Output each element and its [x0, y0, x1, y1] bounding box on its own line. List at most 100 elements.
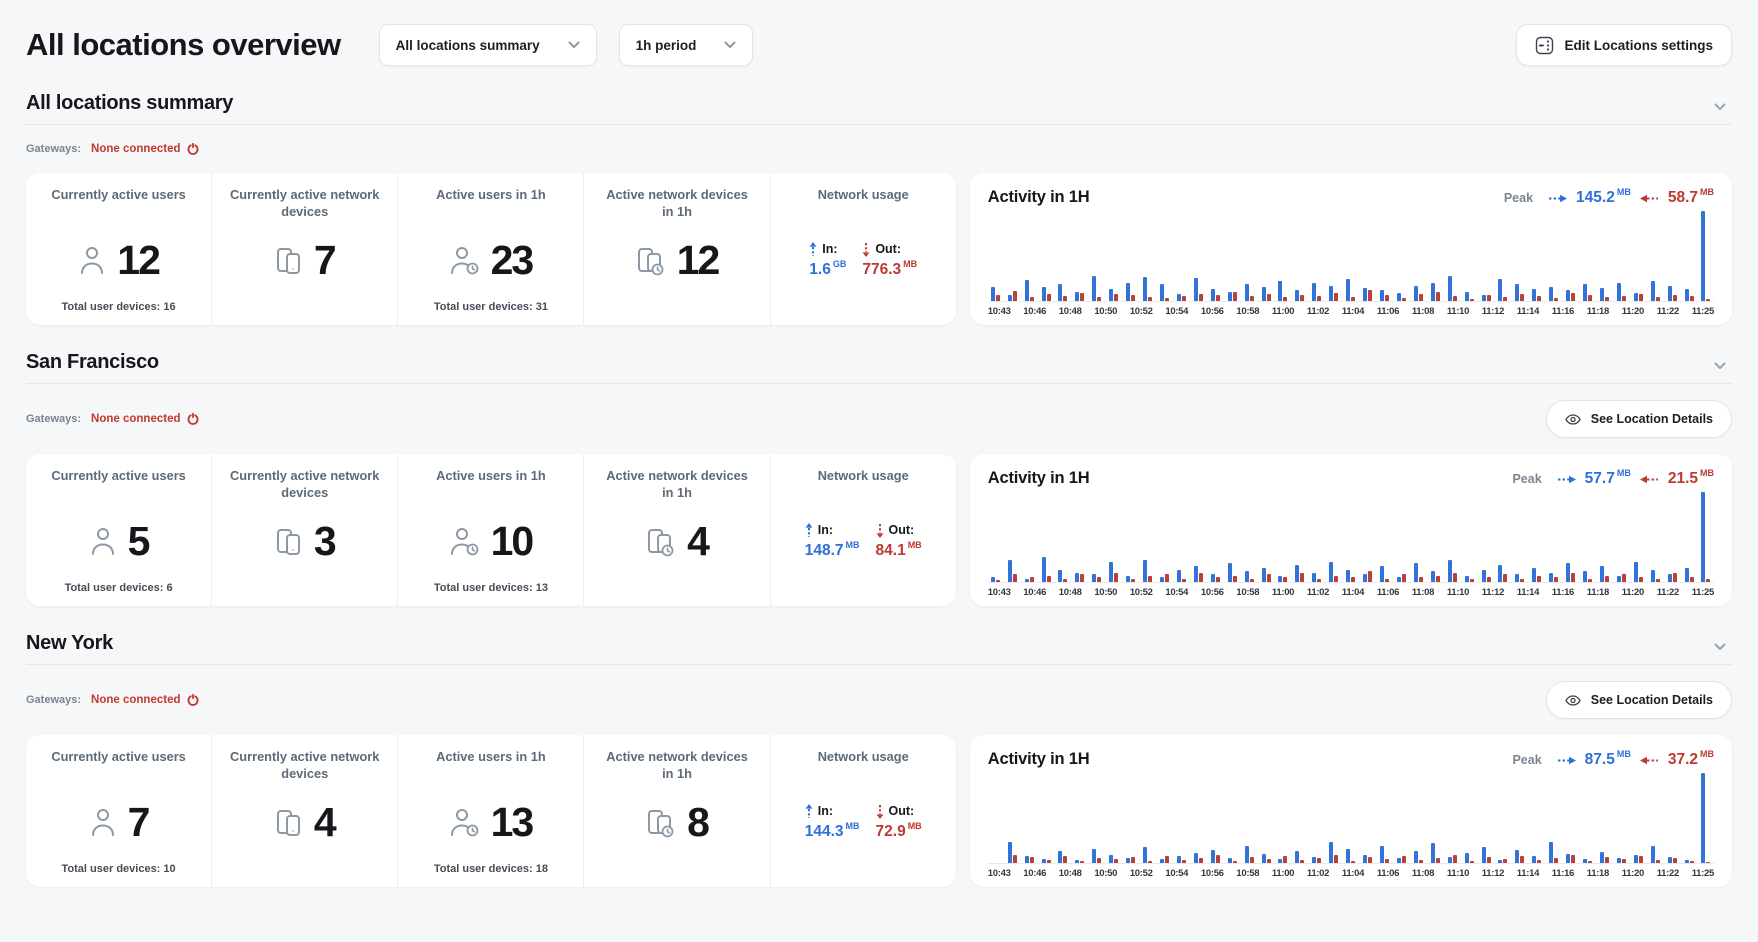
- x-tick-label: 10:46: [1023, 587, 1047, 598]
- stat-card-active-network-devices-1h: Active network devices in 1h 4: [584, 454, 771, 606]
- bar-group: [1583, 492, 1593, 582]
- summary-dropdown[interactable]: All locations summary: [378, 24, 597, 66]
- x-tick-label: 11:25: [1691, 587, 1715, 598]
- activity-card: Activity in 1H Peak 145.2 MB: [969, 173, 1732, 325]
- dashed-arrow-left-icon: [1639, 475, 1659, 484]
- bar-group: [1210, 492, 1220, 582]
- devices-icon: [275, 808, 303, 838]
- period-dropdown[interactable]: 1h period: [618, 24, 754, 66]
- location-section: All locations summary Gateways: None con…: [26, 92, 1732, 325]
- stat-title: Currently active network devices: [230, 187, 380, 219]
- bar-group: [1447, 773, 1457, 863]
- x-tick-label: 11:10: [1446, 868, 1470, 879]
- bar-group: [1244, 773, 1254, 863]
- x-tick-label: 10:52: [1129, 587, 1153, 598]
- bar-group: [1041, 773, 1051, 863]
- activity-bar-chart: 10:43 10:46 10:48 10:50 10:52 10:54 10:56 10:58…: [987, 773, 1714, 879]
- devices-icon: [275, 246, 303, 276]
- stat-value: 12: [117, 236, 161, 283]
- bar-group: [1481, 492, 1491, 582]
- x-tick-label: 10:50: [1094, 306, 1118, 317]
- x-tick-label: 10:54: [1165, 306, 1189, 317]
- x-tick-label: 11:06: [1376, 868, 1400, 879]
- activity-card: Activity in 1H Peak 87.5 MB 3: [969, 735, 1732, 887]
- bar-group: [1312, 211, 1322, 301]
- bar-group: [1041, 211, 1051, 301]
- bar-group: [1430, 773, 1440, 863]
- bar-group: [1041, 492, 1051, 582]
- edit-locations-settings-button[interactable]: Edit Locations settings: [1516, 24, 1732, 66]
- peak-label: Peak: [1512, 753, 1542, 767]
- in-unit: GB: [832, 258, 847, 269]
- in-unit: MB: [845, 539, 860, 550]
- gateways-status: None connected: [91, 694, 181, 706]
- stat-footer: Total user devices: 13: [433, 582, 548, 594]
- activity-bar-chart: 10:43 10:46 10:48 10:50 10:52 10:54 10:56 10:58…: [987, 211, 1714, 317]
- stat-value: 12: [676, 237, 721, 284]
- see-location-details-button[interactable]: See Location Details: [1545, 400, 1732, 438]
- out-unit: MB: [903, 258, 918, 269]
- bar-group: [1007, 211, 1017, 301]
- x-tick-label: 10:46: [1023, 868, 1047, 879]
- bar-group: [1363, 492, 1373, 582]
- x-tick-label: 11:00: [1271, 306, 1295, 317]
- peak-in-unit: MB: [1616, 749, 1631, 759]
- location-section: New York Gateways: None connected: [26, 632, 1732, 887]
- x-tick-label: 11:08: [1411, 587, 1435, 598]
- cards-row: Currently active users 12 Total user dev…: [26, 173, 1732, 325]
- network-usage-card: Network usage In: 148.7 MB: [771, 454, 956, 606]
- section-collapse-chevron-icon[interactable]: [1708, 99, 1732, 115]
- dashed-arrow-right-icon: [1557, 756, 1576, 765]
- stat-card-active-users-1h: Active users in 1h 13 Total user: [398, 735, 585, 887]
- bar-group: [1701, 773, 1711, 863]
- stat-value: 3: [313, 518, 337, 565]
- stat-title: Active network devices in 1h: [606, 749, 748, 781]
- section-collapse-chevron-icon[interactable]: [1708, 639, 1732, 655]
- bar-group: [1667, 492, 1677, 582]
- bar-group: [1566, 211, 1576, 301]
- x-tick-label: 11:04: [1341, 306, 1365, 317]
- x-tick-label: 11:20: [1621, 587, 1645, 598]
- in-label: In:: [822, 242, 838, 256]
- x-tick-label: 11:02: [1306, 868, 1330, 879]
- x-tick-label: 10:48: [1058, 868, 1082, 879]
- peak-out-amount: 21.5: [1667, 470, 1698, 487]
- section-collapse-chevron-icon[interactable]: [1708, 358, 1732, 374]
- section-header: All locations summary: [26, 92, 1732, 125]
- x-tick-label: 10:56: [1200, 868, 1224, 879]
- bar-group: [1092, 211, 1102, 301]
- bar-group: [1549, 773, 1559, 863]
- peak-out-amount: 37.2: [1667, 751, 1698, 768]
- x-tick-label: 11:12: [1481, 306, 1505, 317]
- bar-group: [1143, 773, 1153, 863]
- see-location-details-button[interactable]: See Location Details: [1545, 681, 1732, 719]
- stat-title: Active users in 1h: [436, 468, 546, 483]
- bar-group: [1532, 211, 1542, 301]
- chart-ticks: 10:43 10:46 10:48 10:50 10:52 10:54 10:56 10:58…: [988, 583, 1715, 598]
- bar-group: [1092, 492, 1102, 582]
- in-amount: 1.6: [809, 260, 831, 278]
- bar-group: [1126, 773, 1136, 863]
- x-tick-label: 10:43: [987, 306, 1011, 317]
- bar-group: [1227, 492, 1237, 582]
- peak-out-unit: MB: [1700, 468, 1714, 478]
- bar-group: [1396, 211, 1406, 301]
- stat-value: 4: [687, 518, 710, 565]
- bar-group: [1312, 492, 1322, 582]
- stat-value: 13: [490, 798, 535, 845]
- section-title: San Francisco: [26, 351, 159, 373]
- stat-card-active-users: Currently active users 12 Total user dev…: [26, 173, 213, 325]
- stat-card-group: Currently active users 12 Total user dev…: [26, 173, 956, 325]
- bar-group: [1261, 773, 1271, 863]
- location-section: San Francisco Gateways: None connected: [26, 351, 1732, 606]
- bar-group: [1464, 492, 1474, 582]
- x-tick-label: 10:54: [1165, 868, 1189, 879]
- bar-group: [1261, 211, 1271, 301]
- in-label: In:: [817, 804, 833, 818]
- x-tick-label: 11:14: [1516, 587, 1540, 598]
- x-tick-label: 11:10: [1446, 306, 1470, 317]
- stat-value: 23: [490, 236, 535, 283]
- x-tick-label: 11:22: [1656, 587, 1680, 598]
- x-tick-label: 10:52: [1129, 868, 1153, 879]
- x-tick-label: 10:46: [1023, 306, 1047, 317]
